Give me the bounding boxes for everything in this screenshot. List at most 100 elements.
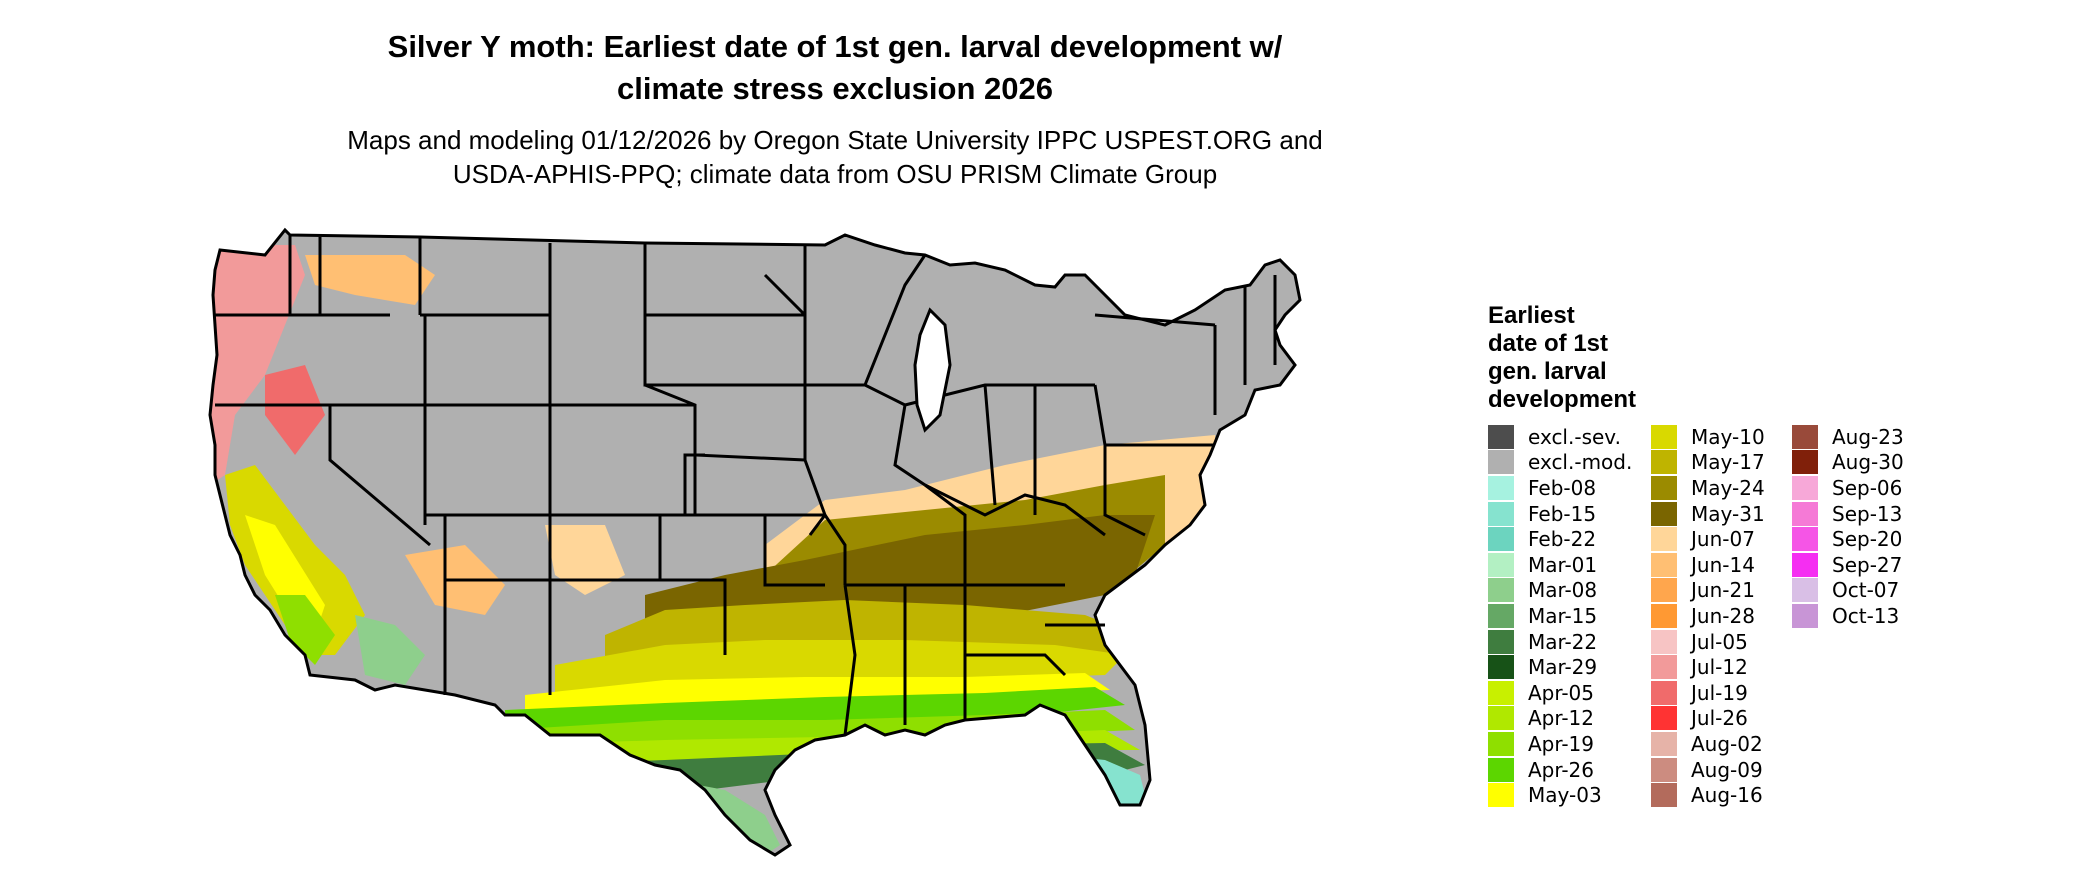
legend-label: Jun-28: [1691, 603, 1755, 628]
legend-swatch: [1651, 680, 1677, 705]
legend-label: Feb-08: [1528, 475, 1597, 500]
legend-swatch: [1488, 783, 1514, 808]
legend-label: Jun-07: [1691, 527, 1755, 552]
legend-item: Aug-02: [1651, 731, 1765, 757]
legend-swatch: [1792, 603, 1818, 628]
band-jun-07-nm: [545, 525, 625, 595]
legend-label: Aug-23: [1832, 424, 1904, 449]
legend-title: Earliest date of 1st gen. larval develop…: [1488, 302, 1688, 414]
legend-column-3: Aug-23 Aug-30 Sep-06 Sep-13 Sep-20 Sep-27 Oct-…: [1792, 424, 1904, 629]
legend-swatch: [1651, 501, 1677, 526]
legend-item: Apr-12: [1488, 706, 1632, 732]
state-boundaries: [208, 227, 1302, 857]
legend-label: Sep-13: [1832, 501, 1903, 526]
legend-swatch: [1792, 424, 1818, 449]
legend-item: Aug-23: [1792, 424, 1904, 450]
legend-item: Jul-05: [1651, 629, 1765, 655]
title-line-1: Silver Y moth: Earliest date of 1st gen.…: [387, 29, 1283, 64]
legend-item: Feb-08: [1488, 475, 1632, 501]
legend-label: Aug-09: [1691, 757, 1763, 782]
map-title: Silver Y moth: Earliest date of 1st gen.…: [0, 26, 1670, 110]
legend-label: Oct-13: [1832, 603, 1900, 628]
legend-swatch: [1488, 731, 1514, 756]
legend-item: Mar-15: [1488, 603, 1632, 629]
legend-item: Jul-26: [1651, 706, 1765, 732]
legend-title-line: gen. larval: [1488, 358, 1607, 385]
legend-item: Sep-13: [1792, 501, 1904, 527]
legend-swatch: [1792, 475, 1818, 500]
legend-swatch: [1488, 501, 1514, 526]
band-jul-12-coast: [210, 245, 305, 485]
legend-swatch: [1488, 475, 1514, 500]
legend-swatch: [1488, 757, 1514, 782]
legend-item: May-31: [1651, 501, 1765, 527]
legend-swatch: [1651, 527, 1677, 552]
legend-swatch: [1792, 450, 1818, 475]
legend-label: Aug-02: [1691, 731, 1763, 756]
band-apr-19-ca: [275, 595, 335, 665]
legend-label: Jul-26: [1691, 706, 1748, 731]
subtitle-line-1: Maps and modeling 01/12/2026 by Oregon S…: [347, 125, 1323, 155]
legend-title-line: date of 1st: [1488, 330, 1609, 357]
legend-swatch: [1651, 783, 1677, 808]
legend-label: May-10: [1691, 424, 1765, 449]
legend-item: Mar-08: [1488, 578, 1632, 604]
legend-title-line: Earliest: [1488, 302, 1575, 329]
legend-item: Apr-26: [1488, 757, 1632, 783]
legend-item: Jul-12: [1651, 654, 1765, 680]
lake-michigan: [913, 307, 952, 433]
legend-item: Aug-09: [1651, 757, 1765, 783]
legend-item: Apr-05: [1488, 680, 1632, 706]
legend-label: Jul-19: [1691, 680, 1748, 705]
legend-swatch: [1792, 578, 1818, 603]
legend-label: Oct-07: [1832, 578, 1900, 603]
legend-swatch: [1488, 450, 1514, 475]
legend-swatch: [1792, 527, 1818, 552]
legend-label: Jul-05: [1691, 629, 1748, 654]
legend-label: Apr-19: [1528, 731, 1594, 756]
legend-label: Mar-15: [1528, 603, 1598, 628]
legend-label: Jun-14: [1691, 552, 1755, 577]
legend-label: May-03: [1528, 783, 1602, 808]
legend-swatch: [1488, 655, 1514, 680]
legend-item: Mar-01: [1488, 552, 1632, 578]
legend-swatch: [1488, 680, 1514, 705]
legend-swatch: [1651, 655, 1677, 680]
legend-item: Jun-28: [1651, 603, 1765, 629]
subtitle-line-2: USDA-APHIS-PPQ; climate data from OSU PR…: [452, 159, 1218, 189]
legend-label: excl.-sev.: [1528, 424, 1621, 449]
legend-item: Jun-21: [1651, 578, 1765, 604]
legend-swatch: [1651, 552, 1677, 577]
legend-swatch: [1488, 706, 1514, 731]
legend-item: Apr-19: [1488, 731, 1632, 757]
legend-swatch: [1488, 552, 1514, 577]
map-subtitle: Maps and modeling 01/12/2026 by Oregon S…: [0, 123, 1670, 191]
legend-label: Mar-29: [1528, 655, 1598, 680]
legend-label: Jun-21: [1691, 578, 1755, 603]
legend-item: Mar-22: [1488, 629, 1632, 655]
legend-item: Jun-14: [1651, 552, 1765, 578]
legend-item: May-03: [1488, 782, 1632, 808]
legend-swatch: [1651, 757, 1677, 782]
legend-item: Feb-22: [1488, 526, 1632, 552]
legend-item: Sep-20: [1792, 526, 1904, 552]
legend-swatch: [1488, 603, 1514, 628]
legend-label: Mar-22: [1528, 629, 1598, 654]
legend-swatch: [1488, 629, 1514, 654]
legend-swatch: [1651, 450, 1677, 475]
legend-label: Sep-27: [1832, 552, 1903, 577]
legend-title-line: development: [1488, 386, 1637, 413]
legend-label: Sep-06: [1832, 475, 1903, 500]
legend-column-1: excl.-sev. excl.-mod. Feb-08 Feb-15 Feb-22 Ma…: [1488, 424, 1632, 808]
title-line-2: climate stress exclusion 2026: [617, 71, 1053, 106]
legend-item: Sep-27: [1792, 552, 1904, 578]
legend-swatch: [1651, 475, 1677, 500]
legend-item: Mar-29: [1488, 654, 1632, 680]
legend-swatch: [1651, 578, 1677, 603]
legend-item: excl.-mod.: [1488, 450, 1632, 476]
legend-item: Feb-15: [1488, 501, 1632, 527]
legend-label: excl.-mod.: [1528, 450, 1633, 475]
legend-item: May-24: [1651, 475, 1765, 501]
legend-label: May-31: [1691, 501, 1765, 526]
legend-item: Aug-30: [1792, 450, 1904, 476]
